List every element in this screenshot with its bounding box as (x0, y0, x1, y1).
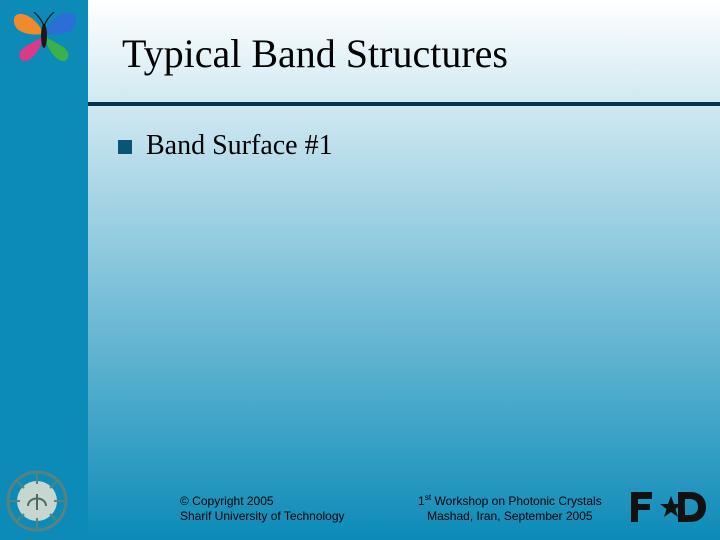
title-region: Typical Band Structures (88, 0, 720, 106)
fd-logo-icon (628, 488, 706, 526)
slide: Typical Band Structures Band Surface #1 … (0, 0, 720, 540)
copyright-line-2: Sharif University of Technology (180, 509, 345, 524)
workshop-line-2: Mashad, Iran, September 2005 (418, 509, 602, 524)
copyright-line-1: © Copyright 2005 (180, 494, 345, 509)
slide-sidebar (0, 0, 88, 540)
university-seal-icon (6, 470, 68, 532)
bullet-item: Band Surface #1 (118, 130, 720, 162)
footer-workshop: 1st Workshop on Photonic Crystals Mashad… (418, 492, 602, 524)
slide-title: Typical Band Structures (122, 30, 508, 77)
footer-copyright: © Copyright 2005 Sharif University of Te… (180, 494, 345, 524)
workshop-prefix: 1 (418, 494, 425, 508)
butterfly-logo-icon (6, 4, 82, 68)
bullet-square-icon (118, 140, 132, 154)
workshop-suffix: Workshop on Photonic Crystals (431, 494, 602, 508)
workshop-line-1: 1st Workshop on Photonic Crystals (418, 492, 602, 509)
bullet-label: Band Surface #1 (146, 130, 333, 162)
body-region: Band Surface #1 (88, 106, 720, 162)
slide-content: Typical Band Structures Band Surface #1 … (88, 0, 720, 540)
